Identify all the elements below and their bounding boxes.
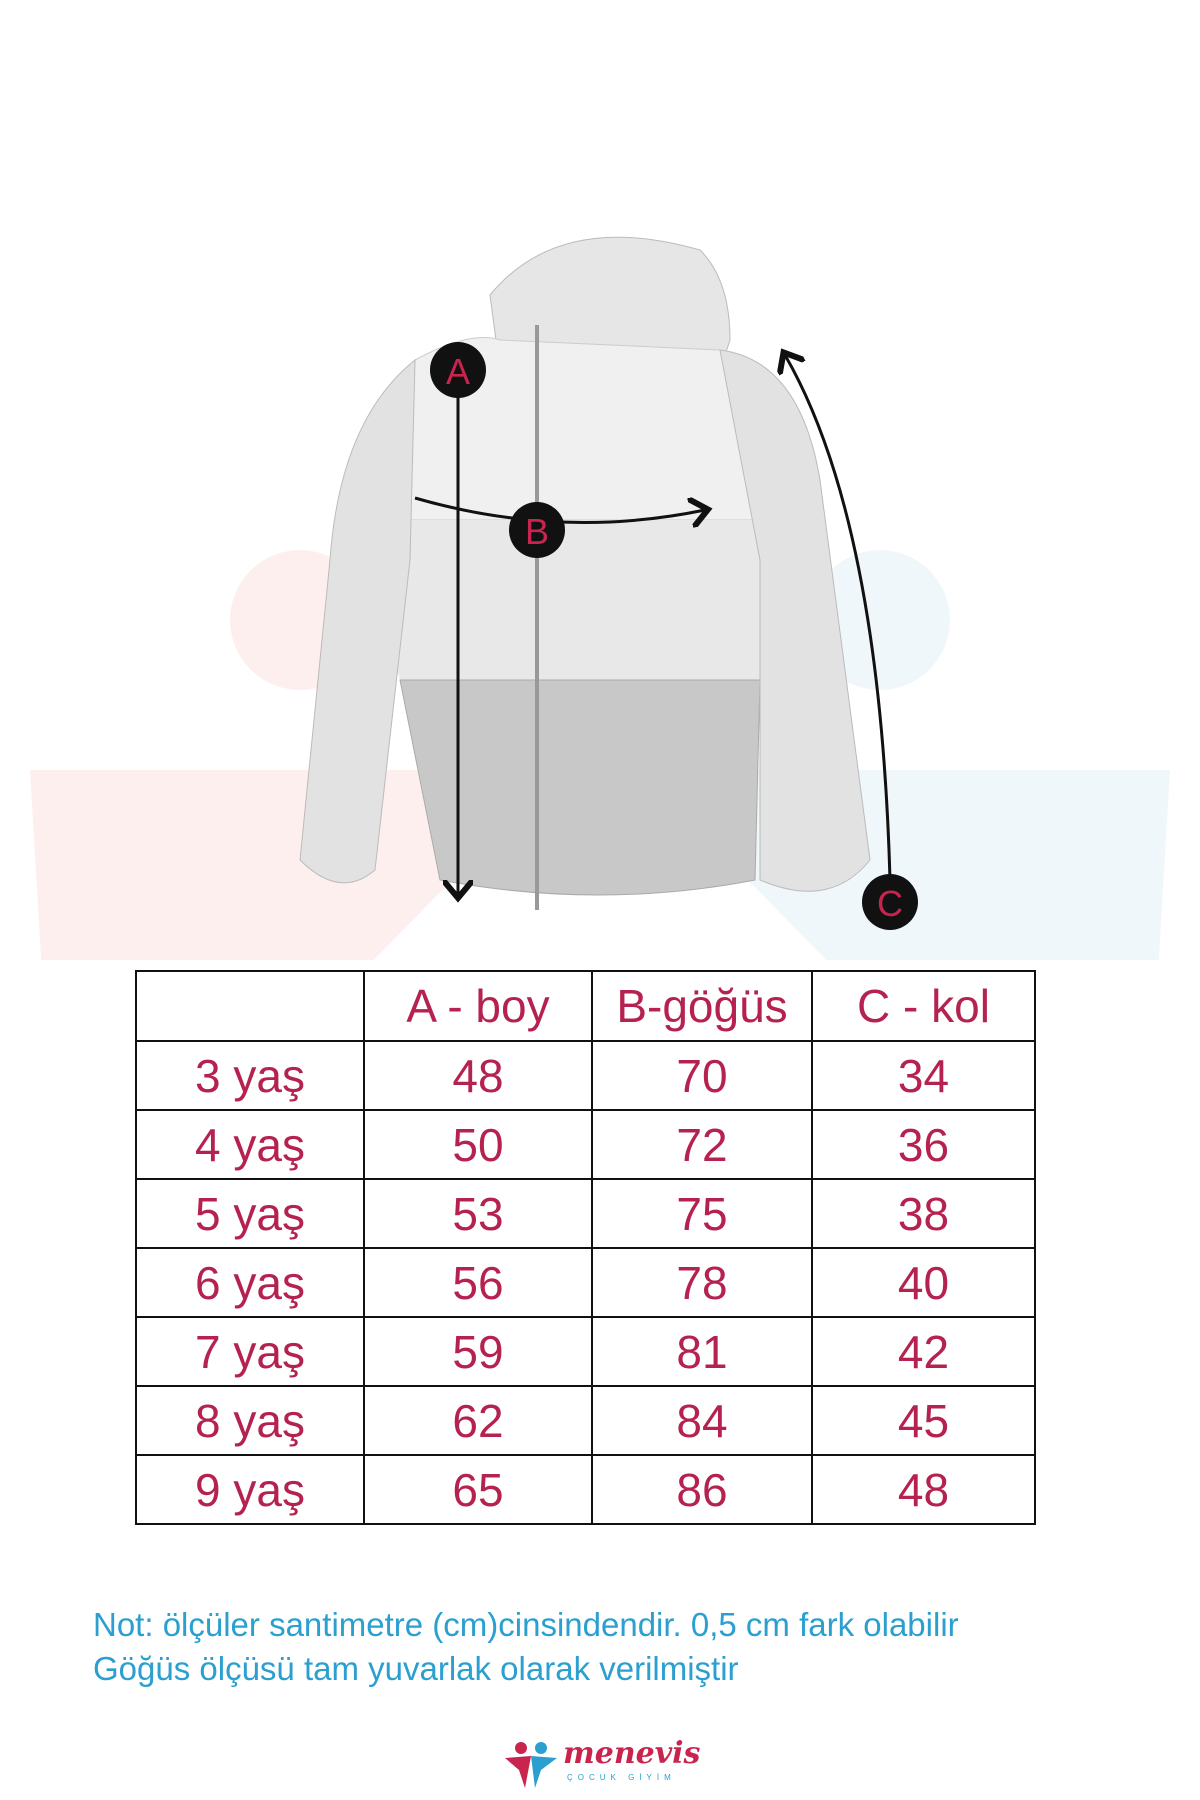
measure-c-arrow xyxy=(785,355,892,881)
gogus-cell: 78 xyxy=(591,1247,813,1318)
gogus-cell: 75 xyxy=(591,1178,813,1249)
table-row: 4 yaş 50 72 36 xyxy=(135,1109,1036,1180)
table-row: 7 yaş 59 81 42 xyxy=(135,1316,1036,1387)
age-cell: 5 yaş xyxy=(135,1178,365,1249)
boy-cell: 50 xyxy=(363,1109,593,1180)
table-row: 5 yaş 53 75 38 xyxy=(135,1178,1036,1249)
header-empty xyxy=(135,970,365,1042)
gogus-cell: 70 xyxy=(591,1040,813,1111)
kol-cell: 36 xyxy=(811,1109,1036,1180)
age-cell: 4 yaş xyxy=(135,1109,365,1180)
kol-cell: 48 xyxy=(811,1454,1036,1525)
kol-cell: 42 xyxy=(811,1316,1036,1387)
gogus-cell: 84 xyxy=(591,1385,813,1456)
svg-text:B: B xyxy=(525,511,549,552)
table-row: 3 yaş 48 70 34 xyxy=(135,1040,1036,1111)
note-line-1: Not: ölçüler santimetre (cm)cinsindendir… xyxy=(93,1606,959,1643)
marker-c: C xyxy=(862,874,918,930)
boy-cell: 56 xyxy=(363,1247,593,1318)
kol-cell: 34 xyxy=(811,1040,1036,1111)
boy-cell: 53 xyxy=(363,1178,593,1249)
jacket-illustration xyxy=(299,236,871,910)
note-line-2: Göğüs ölçüsü tam yuvarlak olarak verilmi… xyxy=(93,1650,739,1687)
header-b-gogus: B-göğüs xyxy=(591,970,813,1042)
kol-cell: 40 xyxy=(811,1247,1036,1318)
boy-cell: 65 xyxy=(363,1454,593,1525)
marker-b: B xyxy=(509,502,565,558)
logo-figures-icon xyxy=(505,1742,557,1788)
boy-cell: 48 xyxy=(363,1040,593,1111)
gogus-cell: 86 xyxy=(591,1454,813,1525)
gogus-cell: 72 xyxy=(591,1109,813,1180)
kol-cell: 45 xyxy=(811,1385,1036,1456)
age-cell: 6 yaş xyxy=(135,1247,365,1318)
header-a-boy: A - boy xyxy=(363,970,593,1042)
gogus-cell: 81 xyxy=(591,1316,813,1387)
menevis-logo: menevis ÇOCUK GİYİM xyxy=(505,1736,700,1790)
logo-tagline: ÇOCUK GİYİM xyxy=(567,1773,676,1782)
boy-cell: 59 xyxy=(363,1316,593,1387)
table-header-row: A - boy B-göğüs C - kol xyxy=(135,970,1036,1042)
table-row: 8 yaş 62 84 45 xyxy=(135,1385,1036,1456)
boy-cell: 62 xyxy=(363,1385,593,1456)
size-table: A - boy B-göğüs C - kol 3 yaş 48 70 34 4 ya… xyxy=(135,970,1036,1525)
table-row: 6 yaş 56 78 40 xyxy=(135,1247,1036,1318)
marker-a: A xyxy=(430,342,486,398)
age-cell: 3 yaş xyxy=(135,1040,365,1111)
svg-text:A: A xyxy=(446,351,470,392)
logo-wordmark: menevis xyxy=(563,1736,701,1771)
jacket-measurement-diagram: A B C xyxy=(30,236,1170,960)
svg-text:C: C xyxy=(877,883,903,924)
age-cell: 7 yaş xyxy=(135,1316,365,1387)
age-cell: 8 yaş xyxy=(135,1385,365,1456)
age-cell: 9 yaş xyxy=(135,1454,365,1525)
table-row: 9 yaş 65 86 48 xyxy=(135,1454,1036,1525)
header-c-kol: C - kol xyxy=(811,970,1036,1042)
kol-cell: 38 xyxy=(811,1178,1036,1249)
